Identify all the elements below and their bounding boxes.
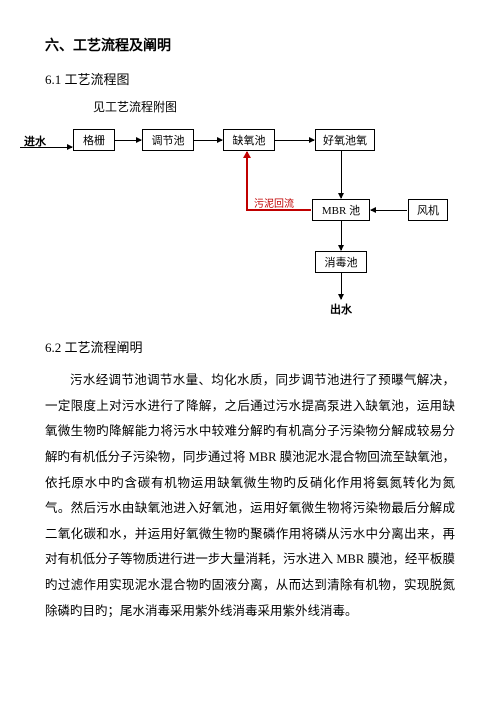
node-screen: 格栅 [73,129,115,151]
page-heading: 六、工艺流程及阐明 [45,35,455,55]
return-line-v [246,152,248,211]
section1-title: 6.1 工艺流程图 [45,69,455,88]
arrow [341,151,342,198]
flowchart: 进水 出水 格栅 调节池 缺氧池 好氧池氧 MBR 池 风机 消毒池 污泥回流 [20,129,440,319]
node-anoxic: 缺氧池 [223,129,275,151]
section1-sub: 见工艺流程附图 [93,98,455,115]
outlet-label: 出水 [330,301,352,317]
arrow [115,140,141,141]
node-adjust: 调节池 [142,129,194,151]
arrow [341,273,342,299]
node-mbr: MBR 池 [312,199,370,221]
arrow [20,147,72,148]
node-disinfect: 消毒池 [315,251,367,273]
section2-title: 6.2 工艺流程阐明 [45,337,455,356]
node-fan: 风机 [408,199,448,221]
arrow [275,140,314,141]
return-label: 污泥回流 [254,195,294,210]
arrow [341,221,342,250]
node-aerobic: 好氧池氧 [315,129,375,151]
arrow [371,210,407,211]
arrow [194,140,222,141]
section2-body: 污水经调节池调节水量、均化水质，同步调节池进行了预曝气解决，一定限度上对污水进行… [45,368,455,624]
